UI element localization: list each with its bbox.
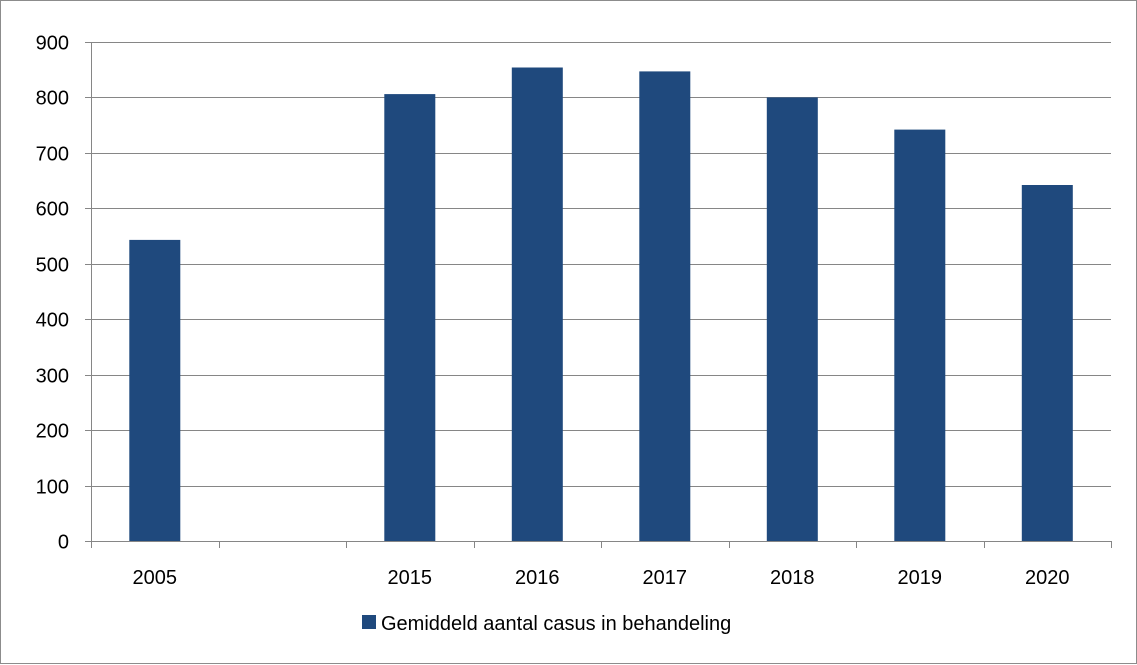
legend-label: Gemiddeld aantal casus in behandeling [381,613,731,635]
y-tick-label-900: 900 [36,33,69,55]
y-tick-label-400: 400 [36,310,69,332]
x-tick-label-2016: 2016 [515,567,560,589]
y-tick-label-700: 700 [36,144,69,166]
x-tick-label-2018: 2018 [770,567,815,589]
y-tick-label-800: 800 [36,88,69,110]
x-tick-label-2017: 2017 [643,567,688,589]
bar-2016 [511,67,563,541]
y-tick-label-100: 100 [36,477,69,499]
x-tick-label-2015: 2015 [388,567,433,589]
y-tick-label-0: 0 [58,532,69,554]
x-tick-label-2005: 2005 [133,567,178,589]
y-tick-label-200: 200 [36,421,69,443]
bar-2020 [1021,185,1073,541]
bar-2019 [894,129,946,541]
x-tick-label-2020: 2020 [1025,567,1070,589]
y-tick-label-500: 500 [36,255,69,277]
y-tick-label-300: 300 [36,366,69,388]
bar-2005 [129,239,181,541]
y-tick-label-600: 600 [36,199,69,221]
legend-swatch [362,615,376,629]
bar-2018 [766,97,818,542]
bar-2017 [639,71,691,542]
bar-2015 [384,94,436,541]
x-tick-label-2019: 2019 [898,567,943,589]
